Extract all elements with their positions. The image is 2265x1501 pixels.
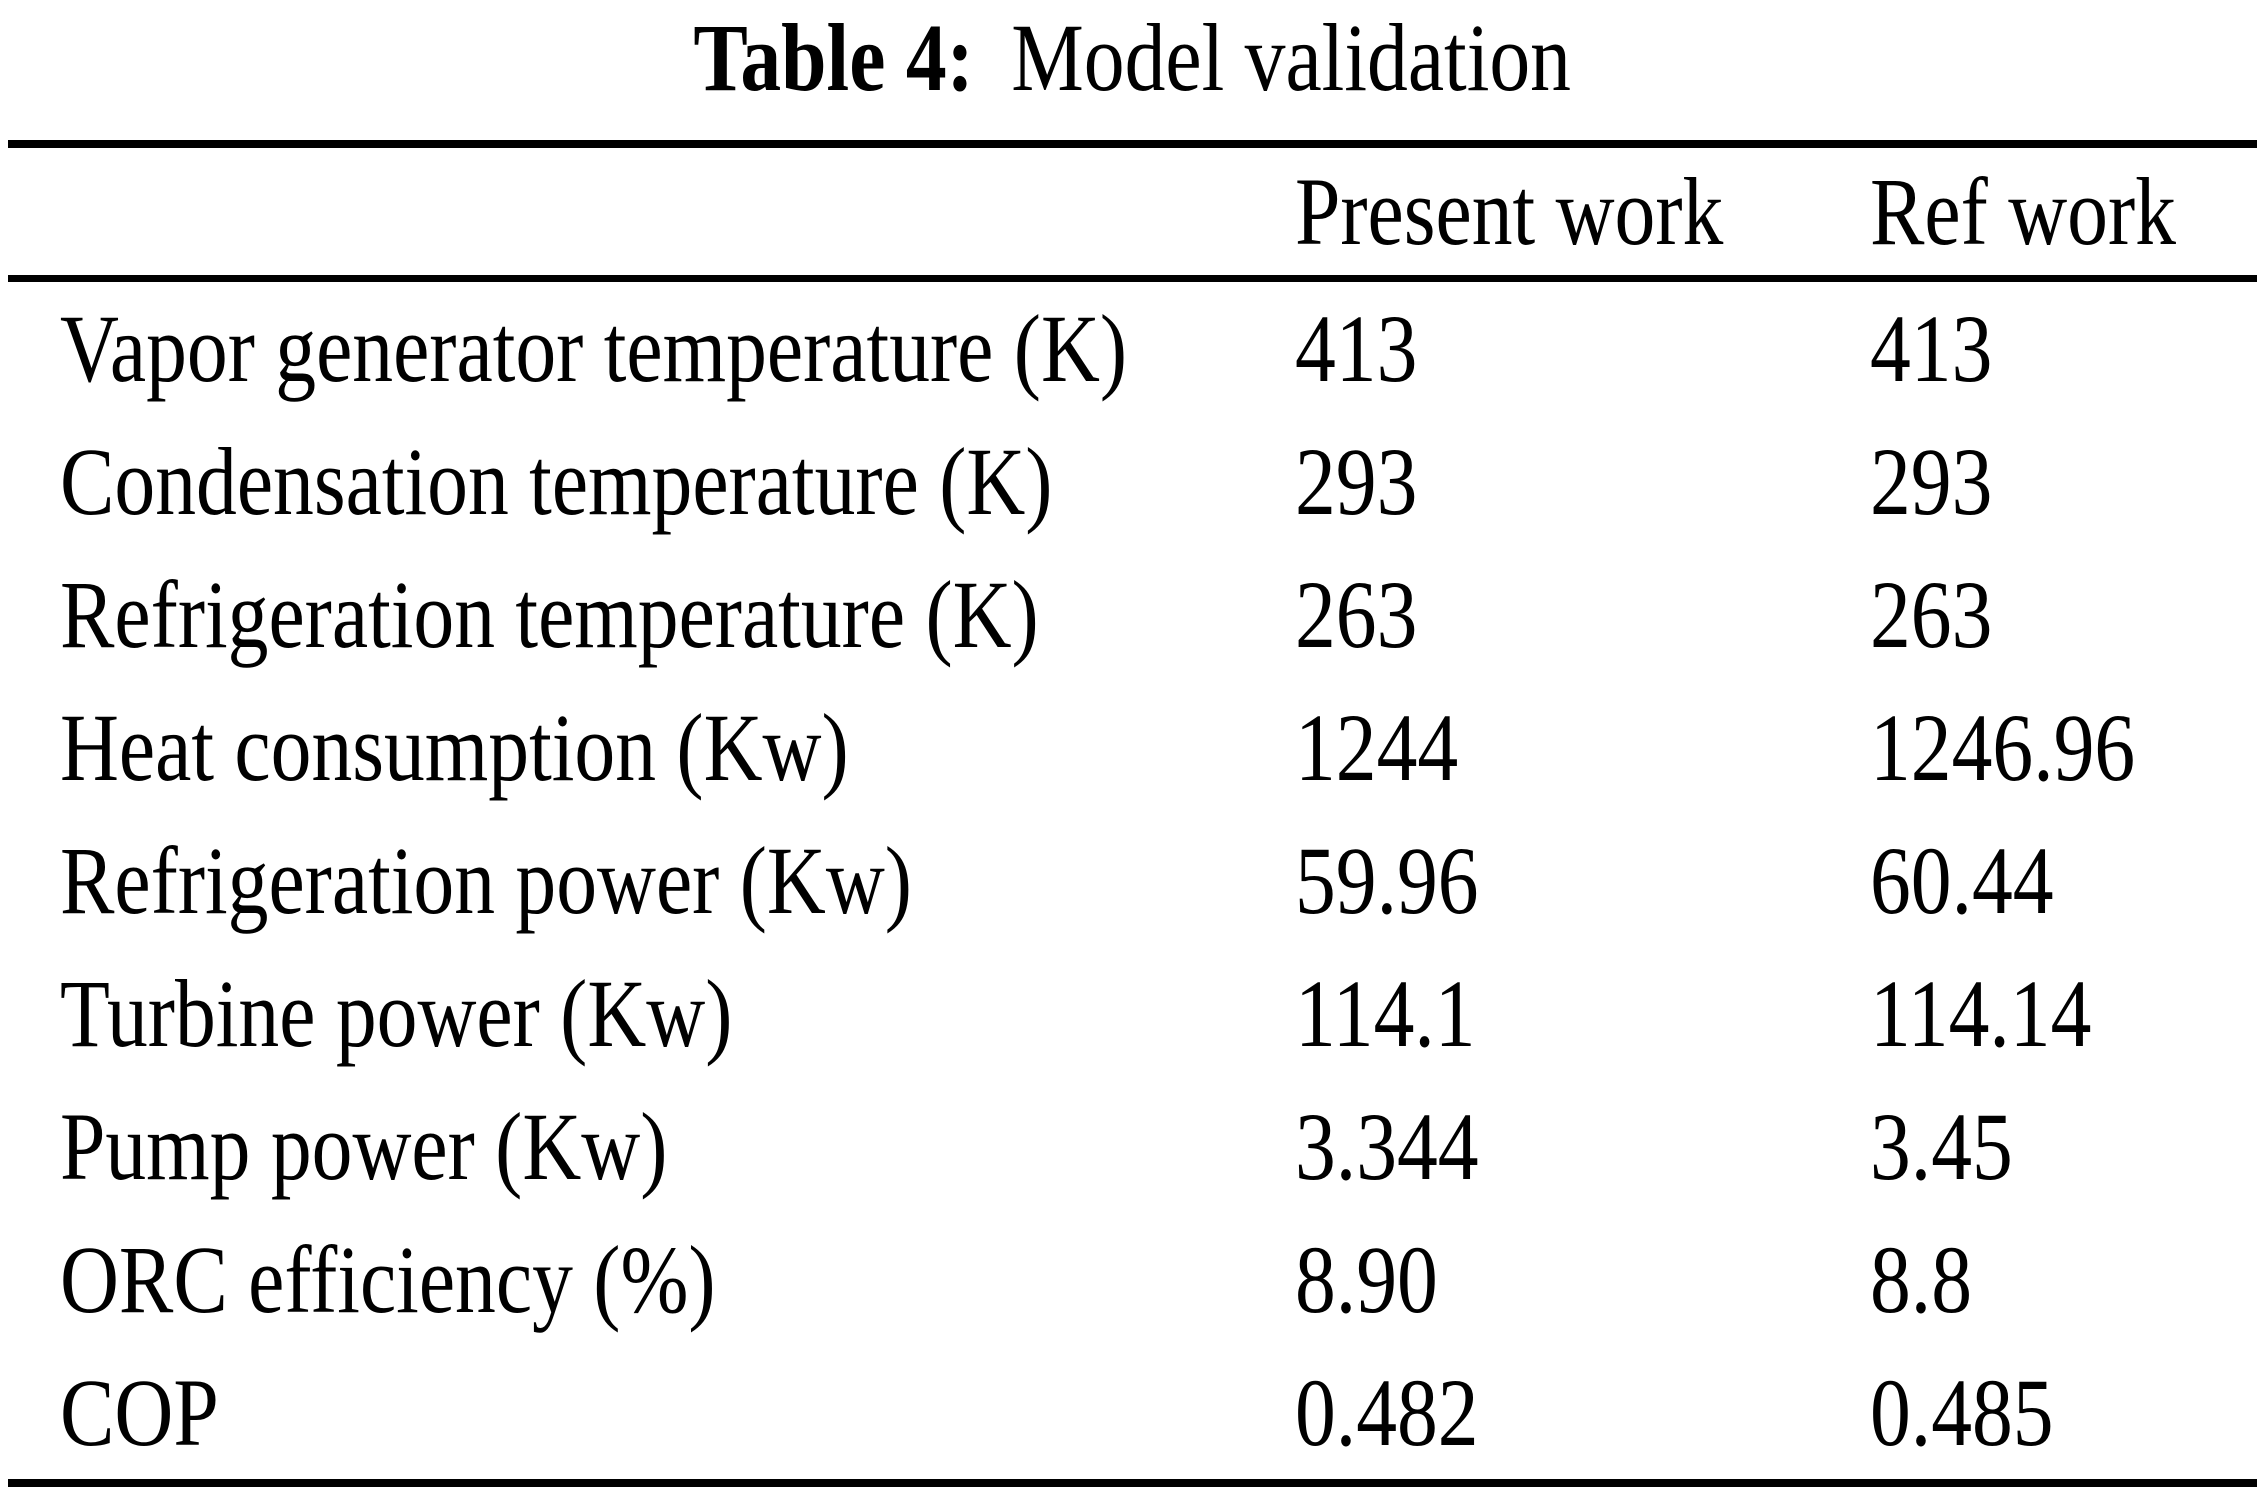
table-row: Heat consumption (Kw) 1244 1246.96	[0, 681, 2265, 814]
row-label: Vapor generator temperature (K)	[60, 295, 1128, 402]
present-work-value: 263	[1295, 561, 1418, 668]
ref-work-value: 0.485	[1870, 1359, 2054, 1466]
table-caption: Table 4: Model validation	[0, 0, 2265, 140]
present-work-value: 59.96	[1295, 827, 1479, 934]
table-row: Condensation temperature (K) 293 293	[0, 415, 2265, 548]
header-ref-work: Ref work	[1870, 158, 2176, 265]
row-label: COP	[60, 1359, 219, 1466]
table-row: Vapor generator temperature (K) 413 413	[0, 282, 2265, 415]
present-work-value: 0.482	[1295, 1359, 1479, 1466]
header-present-work: Present work	[1295, 158, 1724, 265]
ref-work-value: 293	[1870, 428, 1993, 535]
row-label: Turbine power (Kw)	[60, 960, 733, 1067]
table-header-row: Present work Ref work	[0, 148, 2265, 275]
table-bottom-rule	[8, 1479, 2257, 1487]
present-work-value: 3.344	[1295, 1093, 1479, 1200]
ref-work-value: 60.44	[1870, 827, 2054, 934]
ref-work-value: 114.14	[1870, 960, 2092, 1067]
row-label: Refrigeration power (Kw)	[60, 827, 912, 934]
present-work-value: 8.90	[1295, 1226, 1438, 1333]
ref-work-value: 8.8	[1870, 1226, 1972, 1333]
table-row: COP 0.482 0.485	[0, 1346, 2265, 1479]
table-row: Refrigeration power (Kw) 59.96 60.44	[0, 814, 2265, 947]
present-work-value: 1244	[1295, 694, 1459, 801]
table-row: Pump power (Kw) 3.344 3.45	[0, 1080, 2265, 1213]
table-row: ORC efficiency (%) 8.90 8.8	[0, 1213, 2265, 1346]
row-label: Condensation temperature (K)	[60, 428, 1053, 535]
table-top-rule	[8, 140, 2257, 148]
ref-work-value: 1246.96	[1870, 694, 2136, 801]
table-caption-title: Model validation	[1011, 4, 1572, 111]
table-header-rule	[8, 275, 2257, 282]
table-caption-line: Table 4: Model validation	[694, 2, 1572, 113]
row-label: ORC efficiency (%)	[60, 1226, 716, 1333]
table-caption-number: Table 4:	[693, 4, 975, 111]
row-label: Heat consumption (Kw)	[60, 694, 849, 801]
ref-work-value: 263	[1870, 561, 1993, 668]
table-row: Turbine power (Kw) 114.1 114.14	[0, 947, 2265, 1080]
present-work-value: 293	[1295, 428, 1418, 535]
row-label: Pump power (Kw)	[60, 1093, 668, 1200]
row-label: Refrigeration temperature (K)	[60, 561, 1039, 668]
present-work-value: 413	[1295, 295, 1418, 402]
ref-work-value: 3.45	[1870, 1093, 2013, 1200]
table-row: Refrigeration temperature (K) 263 263	[0, 548, 2265, 681]
ref-work-value: 413	[1870, 295, 1993, 402]
present-work-value: 114.1	[1295, 960, 1476, 1067]
